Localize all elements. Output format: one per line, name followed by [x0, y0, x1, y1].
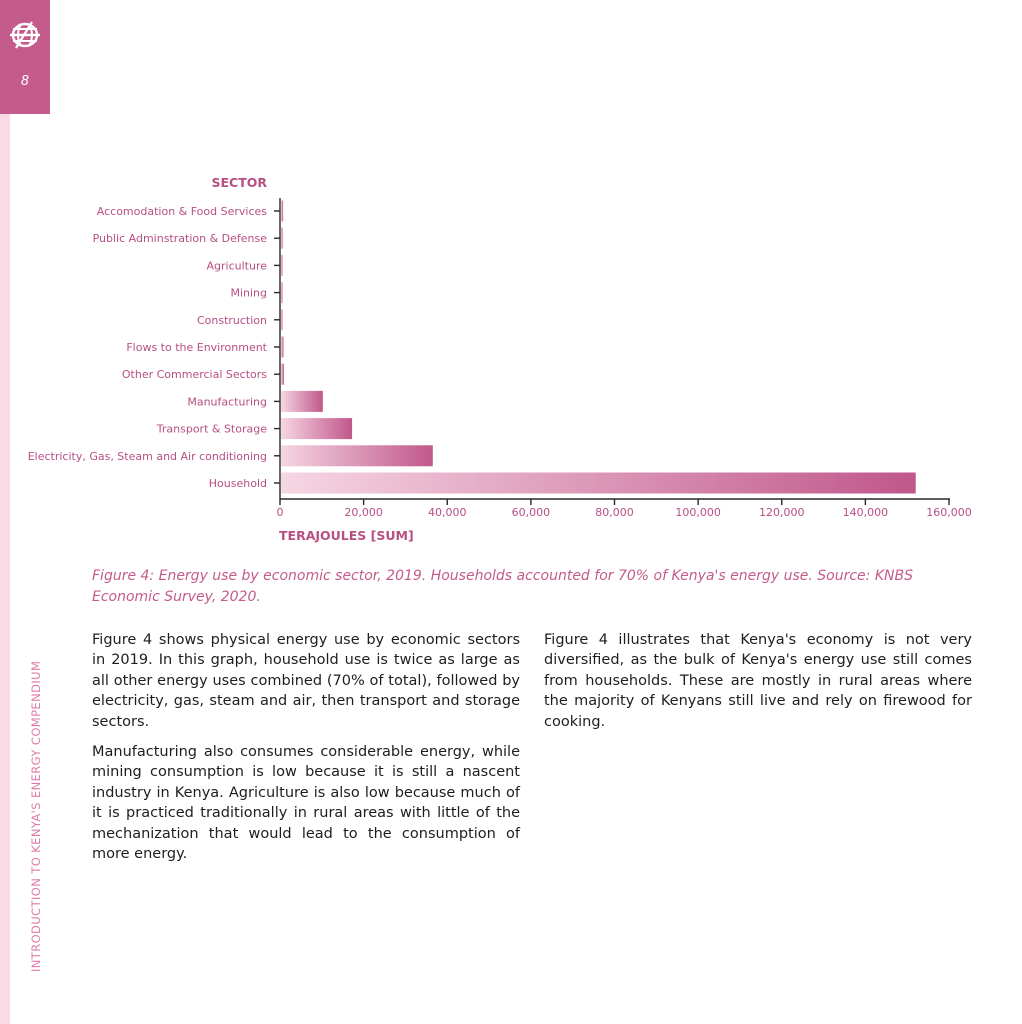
category-label: Mining — [230, 287, 267, 300]
side-label: INTRODUCTION TO KENYA'S ENERGY COMPENDIU… — [29, 660, 43, 972]
category-label: Household — [209, 477, 267, 490]
x-tick-label: 20,000 — [344, 506, 383, 519]
page-number: 8 — [20, 74, 30, 89]
bar — [281, 254, 283, 276]
body-right-column: Figure 4 illustrates that Kenya's econom… — [544, 630, 972, 742]
x-tick-label: 0 — [277, 506, 284, 519]
category-label: Manufacturing — [187, 395, 267, 408]
body-left-column: Figure 4 shows physical energy use by ec… — [92, 630, 520, 874]
bar — [281, 418, 353, 440]
bar — [281, 472, 916, 494]
x-tick-label: 60,000 — [512, 506, 551, 519]
bar — [281, 282, 283, 304]
x-axis-title: TERAJOULES [SUM] — [279, 528, 414, 543]
x-tick-label: 120,000 — [759, 506, 805, 519]
category-label: Flows to the Environment — [126, 341, 267, 354]
bar — [281, 227, 283, 249]
body-paragraph: Figure 4 shows physical energy use by ec… — [92, 632, 520, 730]
category-label: Electricity, Gas, Steam and Air conditio… — [28, 450, 267, 463]
category-label: Accomodation & Food Services — [97, 205, 267, 218]
bar — [281, 390, 323, 412]
x-tick-label: 80,000 — [595, 506, 634, 519]
bar — [281, 363, 284, 385]
x-tick-label: 40,000 — [428, 506, 467, 519]
bar — [281, 445, 433, 467]
y-axis-title: SECTOR — [212, 175, 268, 190]
figure-caption: Figure 4: Energy use by economic sector,… — [92, 568, 913, 605]
page-tab: 8 — [0, 0, 50, 114]
category-label: Agriculture — [207, 259, 268, 272]
category-label: Other Commercial Sectors — [122, 368, 267, 381]
category-label: Public Adminstration & Defense — [93, 232, 268, 245]
globe-logo-icon — [10, 21, 40, 49]
body-paragraph: Manufacturing also consumes considerable… — [92, 744, 520, 863]
x-tick-label: 160,000 — [926, 506, 972, 519]
category-labels-group: Accomodation & Food Services Public Admin… — [28, 205, 280, 490]
x-tick-label: 100,000 — [675, 506, 721, 519]
x-ticks-group: 0 20,000 40,000 60,000 80,000 100,000 120,000 1… — [277, 499, 972, 519]
category-label: Transport & Storage — [156, 423, 267, 436]
energy-use-bar-chart: SECTOR Accomodation & Food Services Publi… — [28, 175, 972, 543]
side-strip — [0, 0, 10, 1024]
bar — [281, 309, 283, 331]
x-tick-label: 140,000 — [843, 506, 889, 519]
bars-group — [281, 200, 916, 494]
bar — [281, 200, 284, 222]
bar — [281, 336, 284, 358]
category-label: Construction — [197, 314, 267, 327]
body-paragraph: Figure 4 illustrates that Kenya's econom… — [544, 632, 972, 730]
